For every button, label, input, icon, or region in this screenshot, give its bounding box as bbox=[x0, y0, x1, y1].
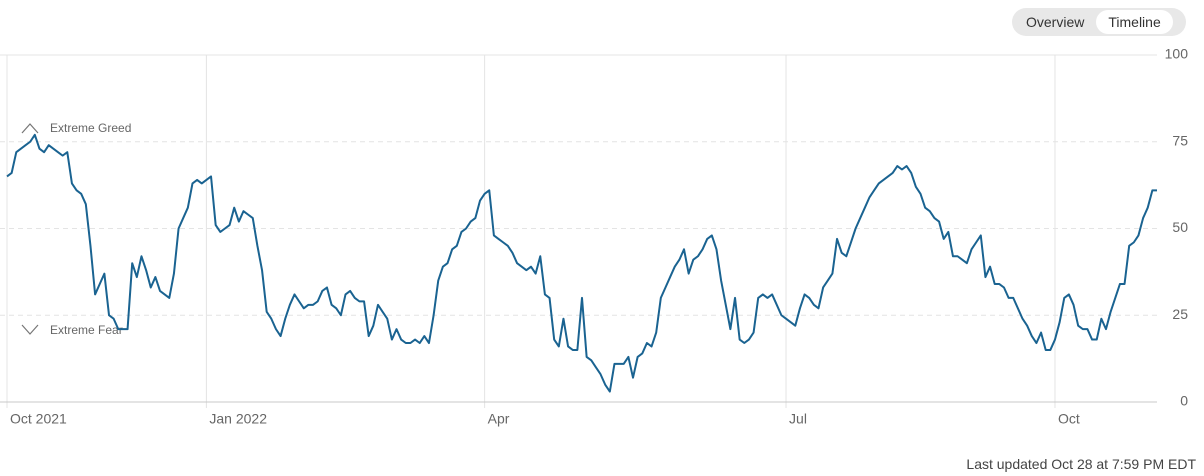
x-tick-label: Apr bbox=[488, 411, 510, 427]
fear-chevron bbox=[21, 324, 39, 335]
overview-button[interactable]: Overview bbox=[1014, 10, 1096, 34]
y-tick-label: 75 bbox=[1172, 132, 1188, 148]
index-line bbox=[6, 133, 1157, 393]
timeline-button[interactable]: Timeline bbox=[1096, 10, 1173, 34]
view-toggle: Overview Timeline bbox=[1012, 8, 1186, 36]
greed-chevron bbox=[21, 123, 39, 134]
y-tick-label: 50 bbox=[1172, 219, 1188, 235]
x-tick-label: Jan 2022 bbox=[209, 411, 267, 427]
annotation: Extreme Fear bbox=[50, 323, 123, 337]
annotation: Extreme Greed bbox=[50, 121, 131, 135]
y-tick-label: 0 bbox=[1180, 393, 1188, 409]
y-tick-label: 100 bbox=[1165, 46, 1189, 62]
x-tick-label: Oct 2021 bbox=[10, 411, 67, 427]
x-tick-label: Jul bbox=[789, 411, 807, 427]
y-tick-label: 25 bbox=[1172, 306, 1188, 322]
x-tick-label: Oct bbox=[1058, 411, 1080, 427]
last-updated: Last updated Oct 28 at 7:59 PM EDT bbox=[966, 456, 1196, 472]
chart: Extreme Greed Extreme Fear 0 25 50 75 100 Oct… bbox=[0, 46, 1189, 427]
